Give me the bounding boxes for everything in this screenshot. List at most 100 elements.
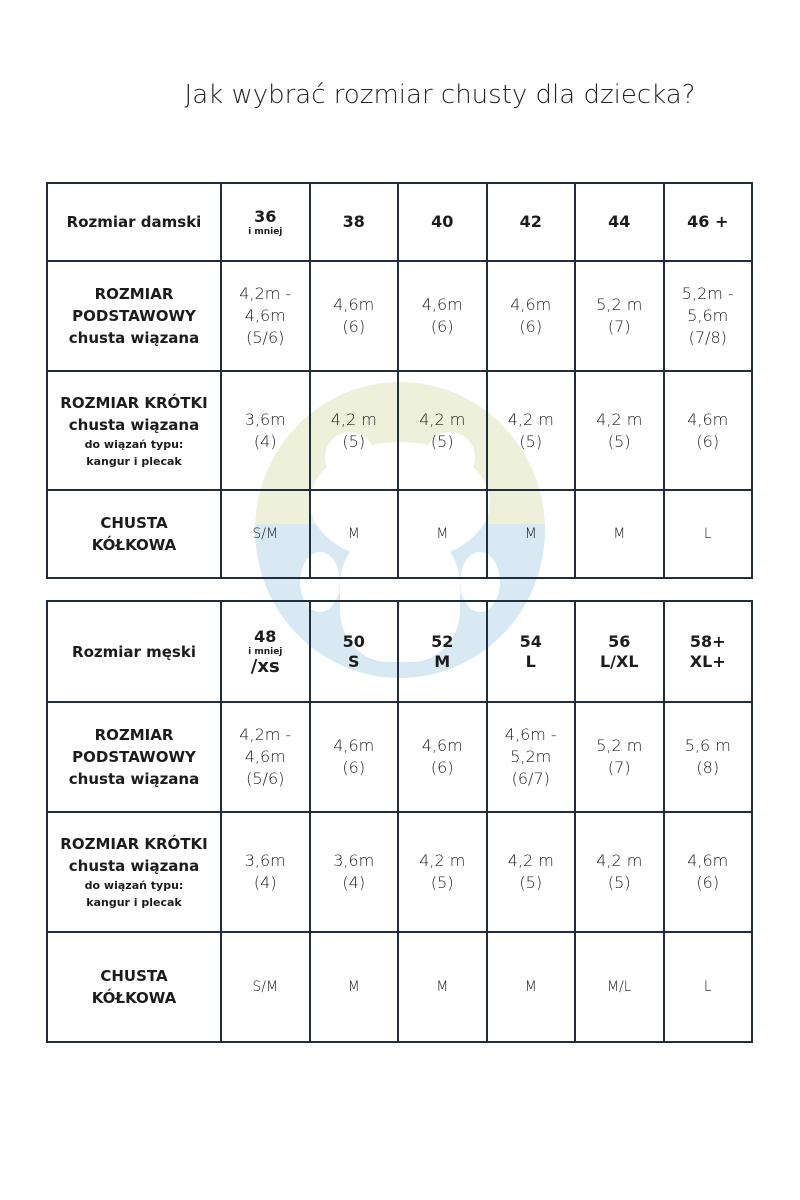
table-cell: 4,6m (6)	[397, 260, 488, 372]
table-row: ROZMIAR PODSTAWOWY chusta wiązana 4,2m - 4,6…	[46, 260, 753, 372]
table-row: ROZMIAR KRÓTKI chusta wiązana do wiązań ty…	[46, 370, 753, 491]
cell-value: (6)	[342, 317, 366, 336]
table-cell: 3,6m (4)	[308, 811, 399, 933]
row-label-line: PODSTAWOWY	[72, 748, 196, 766]
table-row: ROZMIAR KRÓTKI chusta wiązana do wiązań ty…	[46, 811, 753, 933]
table-cell: M	[308, 489, 399, 579]
row-label-line: KÓŁKOWA	[91, 536, 177, 554]
size-number: 40	[431, 212, 454, 231]
cell-value: 4,2 m	[507, 409, 554, 429]
table-cell: 4,6m (6)	[662, 811, 753, 933]
size-column-header: 38	[308, 182, 399, 262]
size-number: 36	[254, 207, 277, 226]
row-label-note: do wiązań typu:	[84, 437, 184, 451]
size-number: 42	[519, 212, 542, 231]
size-column-header: 42	[485, 182, 576, 262]
cell-value: (6)	[430, 758, 454, 777]
size-letter: M	[434, 651, 451, 671]
page-title: Jak wybrać rozmiar chusty dla dziecka?	[184, 80, 696, 110]
cell-value: (6)	[696, 431, 720, 451]
cell-value: (7/8)	[688, 328, 727, 347]
size-column-header: 48 i mniej/xs	[220, 600, 311, 703]
cell-value: (7)	[607, 317, 631, 336]
cell-value: 4,2 m	[596, 409, 643, 429]
size-letter: XL+	[689, 651, 726, 671]
table-cell: 4,2m - 4,6m (5/6)	[220, 260, 311, 372]
cell-value: 4,6m	[333, 736, 375, 755]
table-cell: L	[662, 931, 753, 1043]
cell-value: 4,2m -	[239, 725, 292, 744]
row-label-line: KÓŁKOWA	[91, 989, 177, 1007]
table-cell: 5,2m - 5,6m (7/8)	[662, 260, 753, 372]
cell-value: 4,6m	[421, 295, 463, 314]
size-column-header: 44	[574, 182, 665, 262]
table-cell: M	[485, 931, 576, 1043]
row-label-line: CHUSTA	[100, 514, 168, 532]
table-row: CHUSTA KÓŁKOWA S/M M M M M/L L	[46, 931, 753, 1043]
table-cell: 5,6 m (8)	[662, 701, 753, 813]
size-column-header: 56 L/XL	[574, 600, 665, 703]
cell-value: 3,6m	[333, 851, 375, 870]
cell-value: (8)	[696, 758, 720, 777]
cell-value: (6)	[519, 317, 543, 336]
size-number: 56	[608, 631, 631, 651]
cell-value: (6/7)	[511, 769, 550, 788]
table-row: CHUSTA KÓŁKOWA S/M M M M M L	[46, 489, 753, 579]
table-cell: 4,6m (6)	[308, 260, 399, 372]
cell-value: (5)	[607, 431, 631, 451]
cell-value: 4,6m	[333, 295, 375, 314]
size-column-header: 52 M	[397, 600, 488, 703]
cell-value: L	[703, 526, 712, 542]
cell-value: M	[347, 979, 360, 995]
row-label-line: PODSTAWOWY	[72, 307, 196, 325]
row-label-note: do wiązań typu:	[84, 879, 184, 892]
cell-value: (6)	[696, 873, 720, 892]
cell-value: 4,2m -	[239, 284, 292, 303]
womens-size-table: Rozmiar damski 36 i mniej 38 40 42 44 46 + ROZMI…	[46, 182, 753, 579]
cell-value: S/M	[252, 526, 279, 542]
table-cell: 4,2 m (5)	[397, 370, 488, 491]
size-column-header: 46 +	[662, 182, 753, 262]
size-note: i mniej	[248, 646, 283, 657]
size-note: i mniej	[248, 227, 283, 237]
size-column-header: 36 i mniej	[220, 182, 311, 262]
table-cell: 3,6m (4)	[220, 811, 311, 933]
cell-value: M	[613, 526, 626, 542]
cell-value: M	[436, 526, 449, 542]
row-label-line: chusta wiązana	[68, 770, 200, 788]
cell-value: 5,2m	[510, 747, 552, 766]
size-number: 46 +	[687, 212, 729, 231]
table-cell: 4,6m (6)	[397, 701, 488, 813]
table-row: ROZMIAR PODSTAWOWY chusta wiązana 4,2m - 4,6…	[46, 701, 753, 813]
size-number: 50	[342, 631, 365, 651]
cell-value: 4,6m -	[504, 725, 557, 744]
row-label-line: ROZMIAR KRÓTKI	[60, 393, 208, 412]
row-label: ROZMIAR PODSTAWOWY chusta wiązana	[46, 260, 222, 372]
row-label-line: chusta wiązana	[68, 329, 200, 347]
table-cell: 4,2 m (5)	[574, 811, 665, 933]
table-cell: 4,2 m (5)	[485, 811, 576, 933]
row-label-line: ROZMIAR	[94, 285, 174, 303]
size-column-header: 58+ XL+	[662, 600, 753, 703]
table-cell: 5,2 m (7)	[574, 260, 665, 372]
row-label: ROZMIAR KRÓTKI chusta wiązana do wiązań ty…	[46, 370, 222, 491]
cell-value: M	[524, 979, 537, 995]
cell-value: (5)	[430, 431, 454, 451]
row-label-line: chusta wiązana	[68, 415, 200, 434]
cell-value: (4)	[253, 431, 277, 451]
cell-value: 3,6m	[244, 851, 286, 870]
cell-value: M	[524, 526, 537, 542]
cell-value: 5,2 m	[596, 295, 643, 314]
cell-value: (5/6)	[246, 328, 285, 347]
cell-value: 3,6m	[244, 409, 286, 429]
size-number: 48	[254, 626, 277, 646]
size-letter: S	[347, 651, 360, 671]
cell-value: M	[347, 526, 360, 542]
table-cell: M	[397, 489, 488, 579]
cell-value: 4,6m	[687, 409, 729, 429]
size-letter: L/XL	[599, 651, 639, 671]
cell-value: (5)	[430, 873, 454, 892]
row-label: ROZMIAR PODSTAWOWY chusta wiązana	[46, 701, 222, 813]
table-cell: 4,6m (6)	[308, 701, 399, 813]
table-cell: M/L	[574, 931, 665, 1043]
